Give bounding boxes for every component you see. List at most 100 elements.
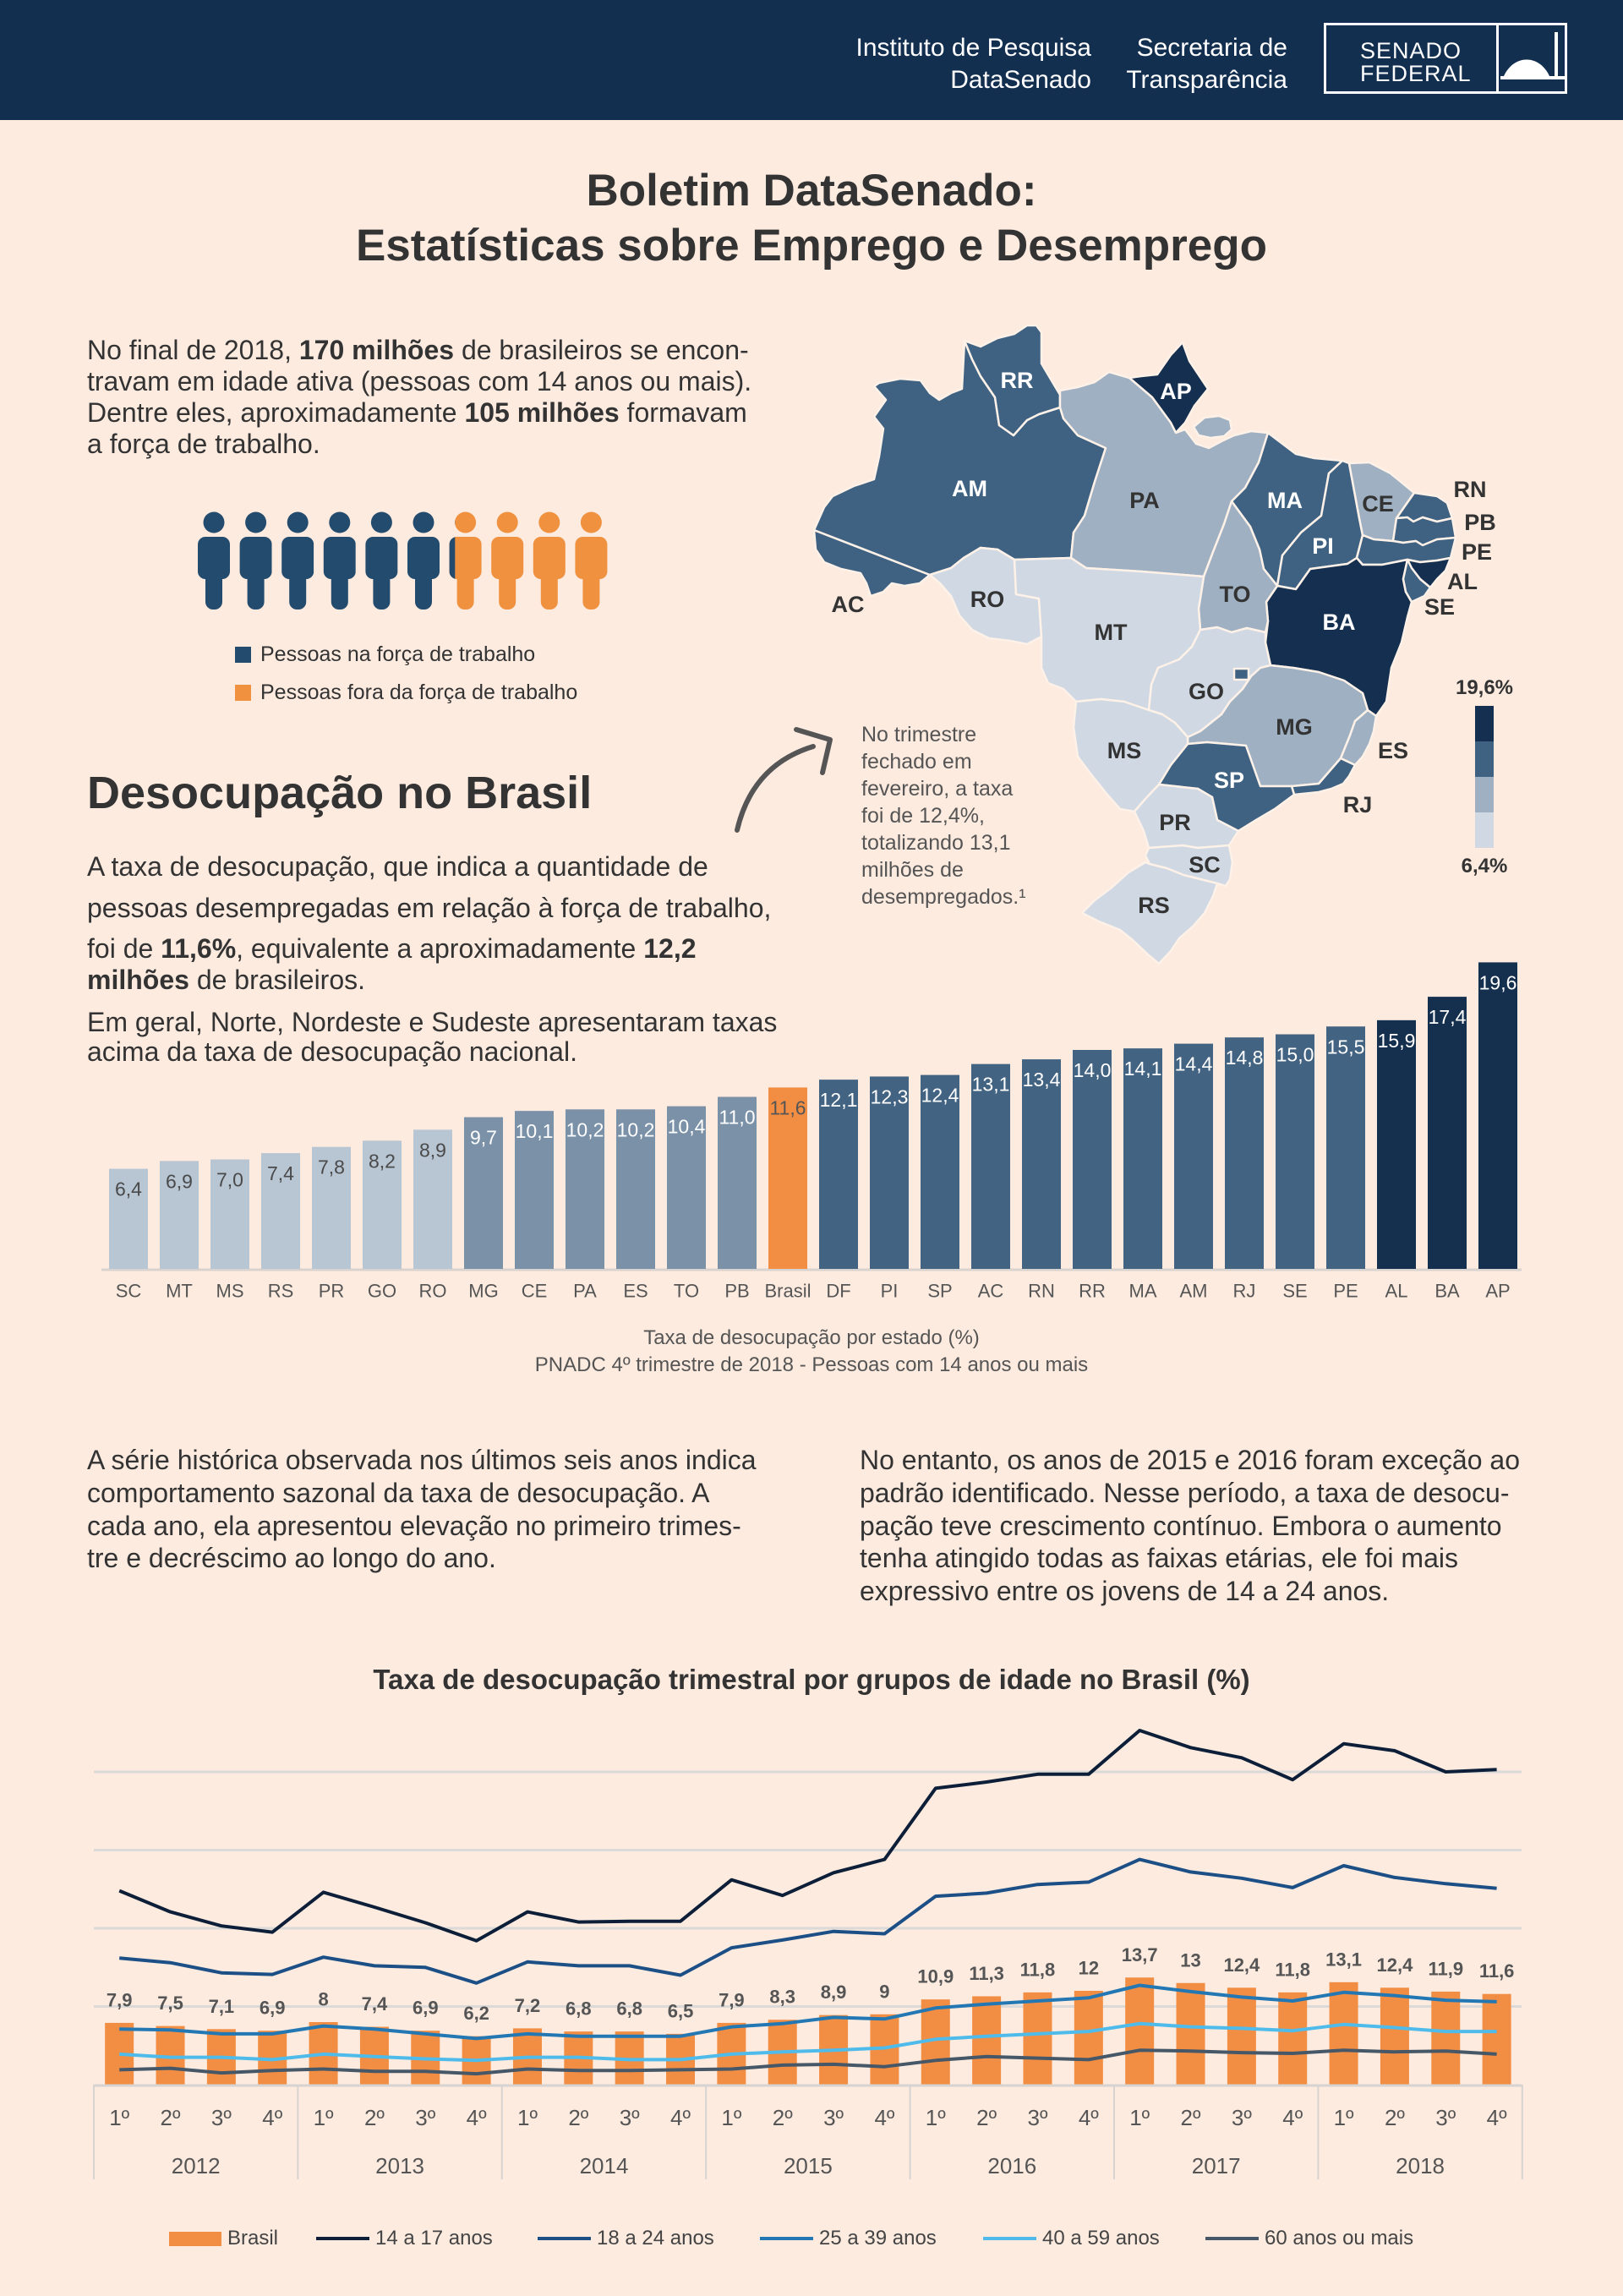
bar-value-label: 15,0 [1276, 1044, 1314, 1066]
bar [616, 1109, 655, 1269]
state-chart-subtitle: PNADC 4º trimestre de 2018 - Pessoas com… [534, 1353, 1089, 1376]
legend-swatch [1475, 777, 1494, 812]
legend-label: 18 a 24 anos [597, 2227, 714, 2250]
bar [1225, 1037, 1264, 1269]
text-line: foi de 12,4%, [861, 804, 985, 828]
quarter-tick-label: 2º [1181, 2105, 1201, 2130]
text-line: totalizando 13,1 [861, 831, 1011, 855]
bar [1276, 1034, 1314, 1269]
bar-value-label: 15,5 [1327, 1036, 1365, 1058]
secretariat-name: Secretaria de Transparência [1126, 32, 1287, 96]
x-tick-label: PI [881, 1281, 899, 1302]
bar-group: 7,4 RS [261, 1153, 300, 1302]
quarter-tick-label: 1º [109, 2105, 129, 2130]
x-tick-label: MA [1129, 1281, 1157, 1302]
logo-ground-line [1500, 76, 1565, 79]
senado-federal-logo[interactable]: SENADO FEDERAL [1324, 23, 1567, 94]
page-title: Boletim DataSenado: Estatísticas sobre E… [0, 163, 1623, 273]
person-legs [247, 558, 265, 610]
quarter-tick-label: 2º [568, 2105, 588, 2130]
quarter-tick-label: 2º [364, 2105, 385, 2130]
state-label: MS [1107, 738, 1142, 763]
quarter-tick-label: 4º [262, 2105, 282, 2130]
logo-divider [1496, 25, 1499, 91]
bar [1377, 1020, 1416, 1269]
person-icon [449, 511, 482, 610]
bar-value-label: 11,6 [1479, 1960, 1515, 1982]
legend-item-series-5[interactable]: 60 anos ou mais [1205, 2227, 1413, 2250]
legend-item-series-3[interactable]: 25 a 39 anos [760, 2227, 937, 2250]
state-df[interactable] [1232, 667, 1250, 681]
text-line: No final de 2018, 170 milhões de brasile… [87, 335, 749, 366]
bar-group: 15,9 AL [1377, 1020, 1416, 1302]
state-se[interactable] [1402, 558, 1432, 604]
bar-group: 19,6 AP [1478, 962, 1517, 1302]
logo-text-line-2: FEDERAL [1360, 61, 1472, 86]
bar-group: 14,4 AM [1174, 1043, 1213, 1302]
bar [1326, 1026, 1365, 1269]
bar-value-label: 7,9 [719, 1989, 745, 2010]
bar [971, 1063, 1010, 1269]
bold-text: 12,2 [643, 933, 697, 964]
legend-item-series-4[interactable]: 40 a 59 anos [983, 2227, 1160, 2250]
legend-item-series-2[interactable]: 18 a 24 anos [538, 2227, 714, 2250]
person-fill-workforce [323, 511, 356, 610]
state-rs[interactable] [1080, 861, 1219, 965]
x-tick-label: MG [468, 1281, 498, 1302]
person-fill-workforce [198, 511, 230, 610]
text: de brasileiros. [189, 965, 366, 995]
bar-group: 6,9 MT [160, 1161, 199, 1302]
x-tick-label: RR [1079, 1281, 1106, 1302]
state-chart-caption: Taxa de desocupação por estado (%) PNADC… [0, 1325, 1623, 1379]
year-tick-label: 2014 [580, 2153, 629, 2178]
state-am[interactable] [812, 339, 1107, 577]
bar-value-label: 13,1 [972, 1074, 1010, 1096]
x-tick-label: ES [623, 1281, 648, 1302]
legend-label: 60 anos ou mais [1265, 2227, 1414, 2250]
state-label: ES [1378, 738, 1408, 763]
person-head [370, 511, 392, 533]
x-tick-label: PA [573, 1281, 597, 1302]
person-head [203, 511, 225, 533]
legend-swatch-out-workforce [235, 684, 251, 701]
legend-label-in-workforce: Pessoas na força de trabalho [260, 642, 536, 666]
state-pa-island[interactable] [1192, 414, 1233, 440]
secretariat-line-1: Secretaria de [1136, 34, 1287, 62]
bar-value-label: 9 [879, 1981, 889, 2002]
state-label: RR [1001, 368, 1034, 393]
bar [261, 1153, 300, 1269]
legend-swatch [316, 2237, 369, 2240]
quarter-tick-label: 3º [823, 2105, 844, 2130]
state-label: BA [1323, 610, 1356, 635]
bar [718, 1096, 757, 1269]
state-ac[interactable] [812, 528, 932, 598]
legend-item-brasil[interactable]: Brasil [169, 2227, 278, 2250]
series-line-3 [119, 1983, 1497, 2041]
state-label: SP [1214, 768, 1244, 793]
bar-group: 7,0 MS [210, 1159, 249, 1302]
year-tick-label: 2013 [375, 2153, 424, 2178]
state-ms[interactable] [1072, 697, 1189, 813]
quarter-tick-label: 2º [773, 2105, 793, 2130]
x-tick-label: TO [674, 1281, 699, 1302]
bar-value-label: 14,8 [1226, 1047, 1264, 1069]
bar-value-label: 12,3 [871, 1085, 909, 1107]
state-label: PI [1312, 533, 1334, 559]
legend-swatch-in-workforce [235, 646, 251, 663]
bar [566, 1109, 604, 1269]
x-tick-label: RO [419, 1281, 447, 1302]
bar-value-label: 6,9 [413, 1998, 439, 2019]
legend-item-series-1[interactable]: 14 a 17 anos [316, 2227, 493, 2250]
text-line: acima da taxa de desocupação nacional. [87, 1036, 577, 1068]
bar-value-label: 8,9 [821, 1982, 847, 2003]
text-line: milhões de brasileiros. [87, 964, 365, 996]
text-line: tenha atingido todas as faixas etárias, … [860, 1543, 1458, 1573]
bar-group: 6,4 SC [109, 1168, 148, 1302]
bar-value-label: 10,2 [566, 1118, 604, 1140]
state-rj[interactable] [1290, 757, 1357, 796]
x-tick-label: RJ [1233, 1281, 1256, 1302]
bar-value-label: 8 [318, 1989, 328, 2010]
state-es[interactable] [1339, 708, 1378, 767]
bar [1227, 1987, 1256, 2085]
bar-value-label: 10,4 [668, 1116, 706, 1138]
